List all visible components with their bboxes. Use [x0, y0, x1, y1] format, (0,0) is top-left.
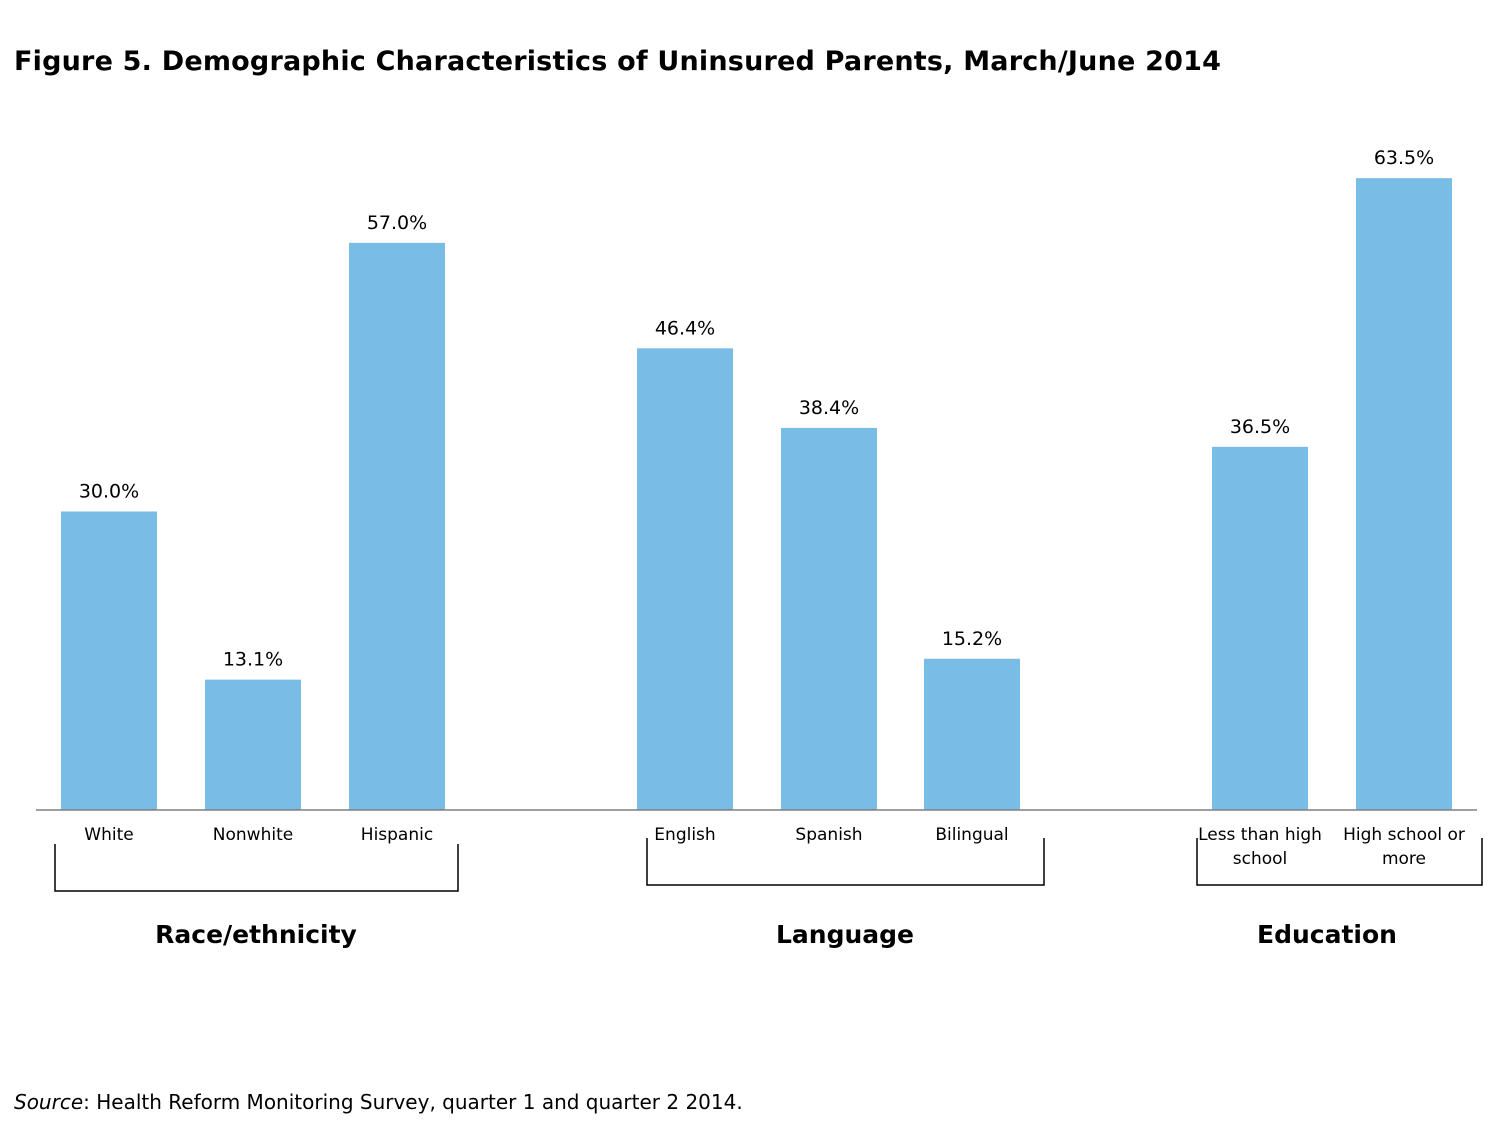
- group-bracket: [54, 844, 459, 892]
- category-label: Nonwhite: [213, 825, 293, 845]
- chart-title: Figure 5. Demographic Characteristics of…: [14, 46, 1222, 77]
- bar: [205, 679, 301, 810]
- source-label: Source: [14, 1090, 84, 1114]
- category-label: Hispanic: [361, 825, 433, 845]
- data-label: 46.4%: [655, 317, 715, 339]
- bar: [924, 658, 1020, 810]
- source-note: Source: Health Reform Monitoring Survey,…: [14, 1090, 743, 1114]
- group-bracket: [646, 838, 1045, 886]
- bar: [637, 348, 733, 810]
- category-label: English: [654, 825, 715, 845]
- data-label: 13.1%: [223, 649, 283, 671]
- data-label: 63.5%: [1374, 147, 1434, 169]
- bar: [1356, 178, 1452, 811]
- category-label: school: [1233, 849, 1288, 869]
- data-label: 36.5%: [1230, 416, 1290, 438]
- bar: [349, 242, 445, 811]
- source-text: : Health Reform Monitoring Survey, quart…: [83, 1090, 743, 1114]
- category-label: Less than high: [1198, 825, 1322, 845]
- data-label: 38.4%: [799, 397, 859, 419]
- category-label: High school or: [1343, 825, 1465, 845]
- bar: [61, 511, 157, 810]
- category-label: White: [84, 825, 133, 845]
- group-label: Language: [776, 920, 914, 949]
- data-label: 15.2%: [942, 628, 1002, 650]
- category-label: Bilingual: [935, 825, 1008, 845]
- bar: [1212, 446, 1308, 810]
- group-label: Race/ethnicity: [155, 920, 357, 949]
- group-bracket: [1196, 838, 1483, 886]
- data-label: 57.0%: [367, 212, 427, 234]
- group-label: Education: [1257, 920, 1397, 949]
- category-label: more: [1382, 849, 1426, 869]
- data-label: 30.0%: [79, 481, 139, 503]
- bar: [781, 427, 877, 810]
- category-label: Spanish: [795, 825, 862, 845]
